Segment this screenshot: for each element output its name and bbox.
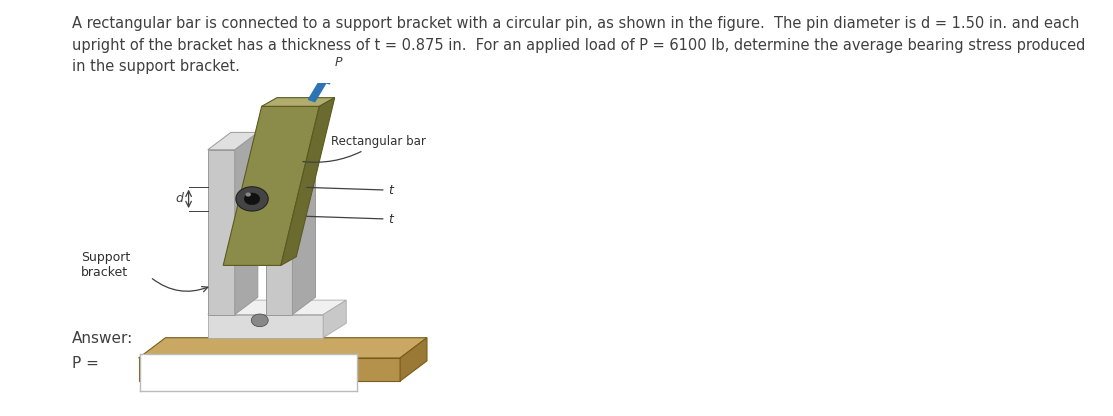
Polygon shape: [208, 132, 258, 150]
Text: psi: psi: [372, 357, 394, 371]
Polygon shape: [280, 98, 335, 265]
Text: t: t: [307, 184, 393, 197]
Polygon shape: [208, 300, 346, 314]
Polygon shape: [293, 132, 315, 314]
Text: A rectangular bar is connected to a support bracket with a circular pin, as show: A rectangular bar is connected to a supp…: [72, 16, 1085, 74]
Text: Answer:: Answer:: [72, 331, 134, 346]
Text: Support
bracket: Support bracket: [81, 251, 130, 280]
FancyArrow shape: [308, 72, 329, 102]
Polygon shape: [224, 106, 319, 265]
Polygon shape: [323, 300, 346, 338]
Polygon shape: [139, 338, 427, 358]
Text: i: i: [125, 363, 131, 381]
Polygon shape: [235, 132, 258, 314]
Text: t: t: [307, 213, 393, 225]
Polygon shape: [262, 98, 335, 106]
Polygon shape: [208, 150, 235, 314]
Circle shape: [252, 314, 268, 327]
Polygon shape: [139, 358, 400, 381]
Polygon shape: [208, 314, 323, 338]
Text: Rectangular bar: Rectangular bar: [303, 134, 426, 162]
Polygon shape: [400, 338, 427, 381]
Text: P =: P =: [72, 357, 99, 371]
Polygon shape: [266, 150, 293, 314]
Circle shape: [245, 193, 259, 205]
Text: d: d: [175, 192, 183, 206]
Circle shape: [246, 193, 250, 197]
Polygon shape: [266, 132, 315, 150]
Circle shape: [236, 187, 268, 211]
Text: P: P: [335, 56, 342, 69]
